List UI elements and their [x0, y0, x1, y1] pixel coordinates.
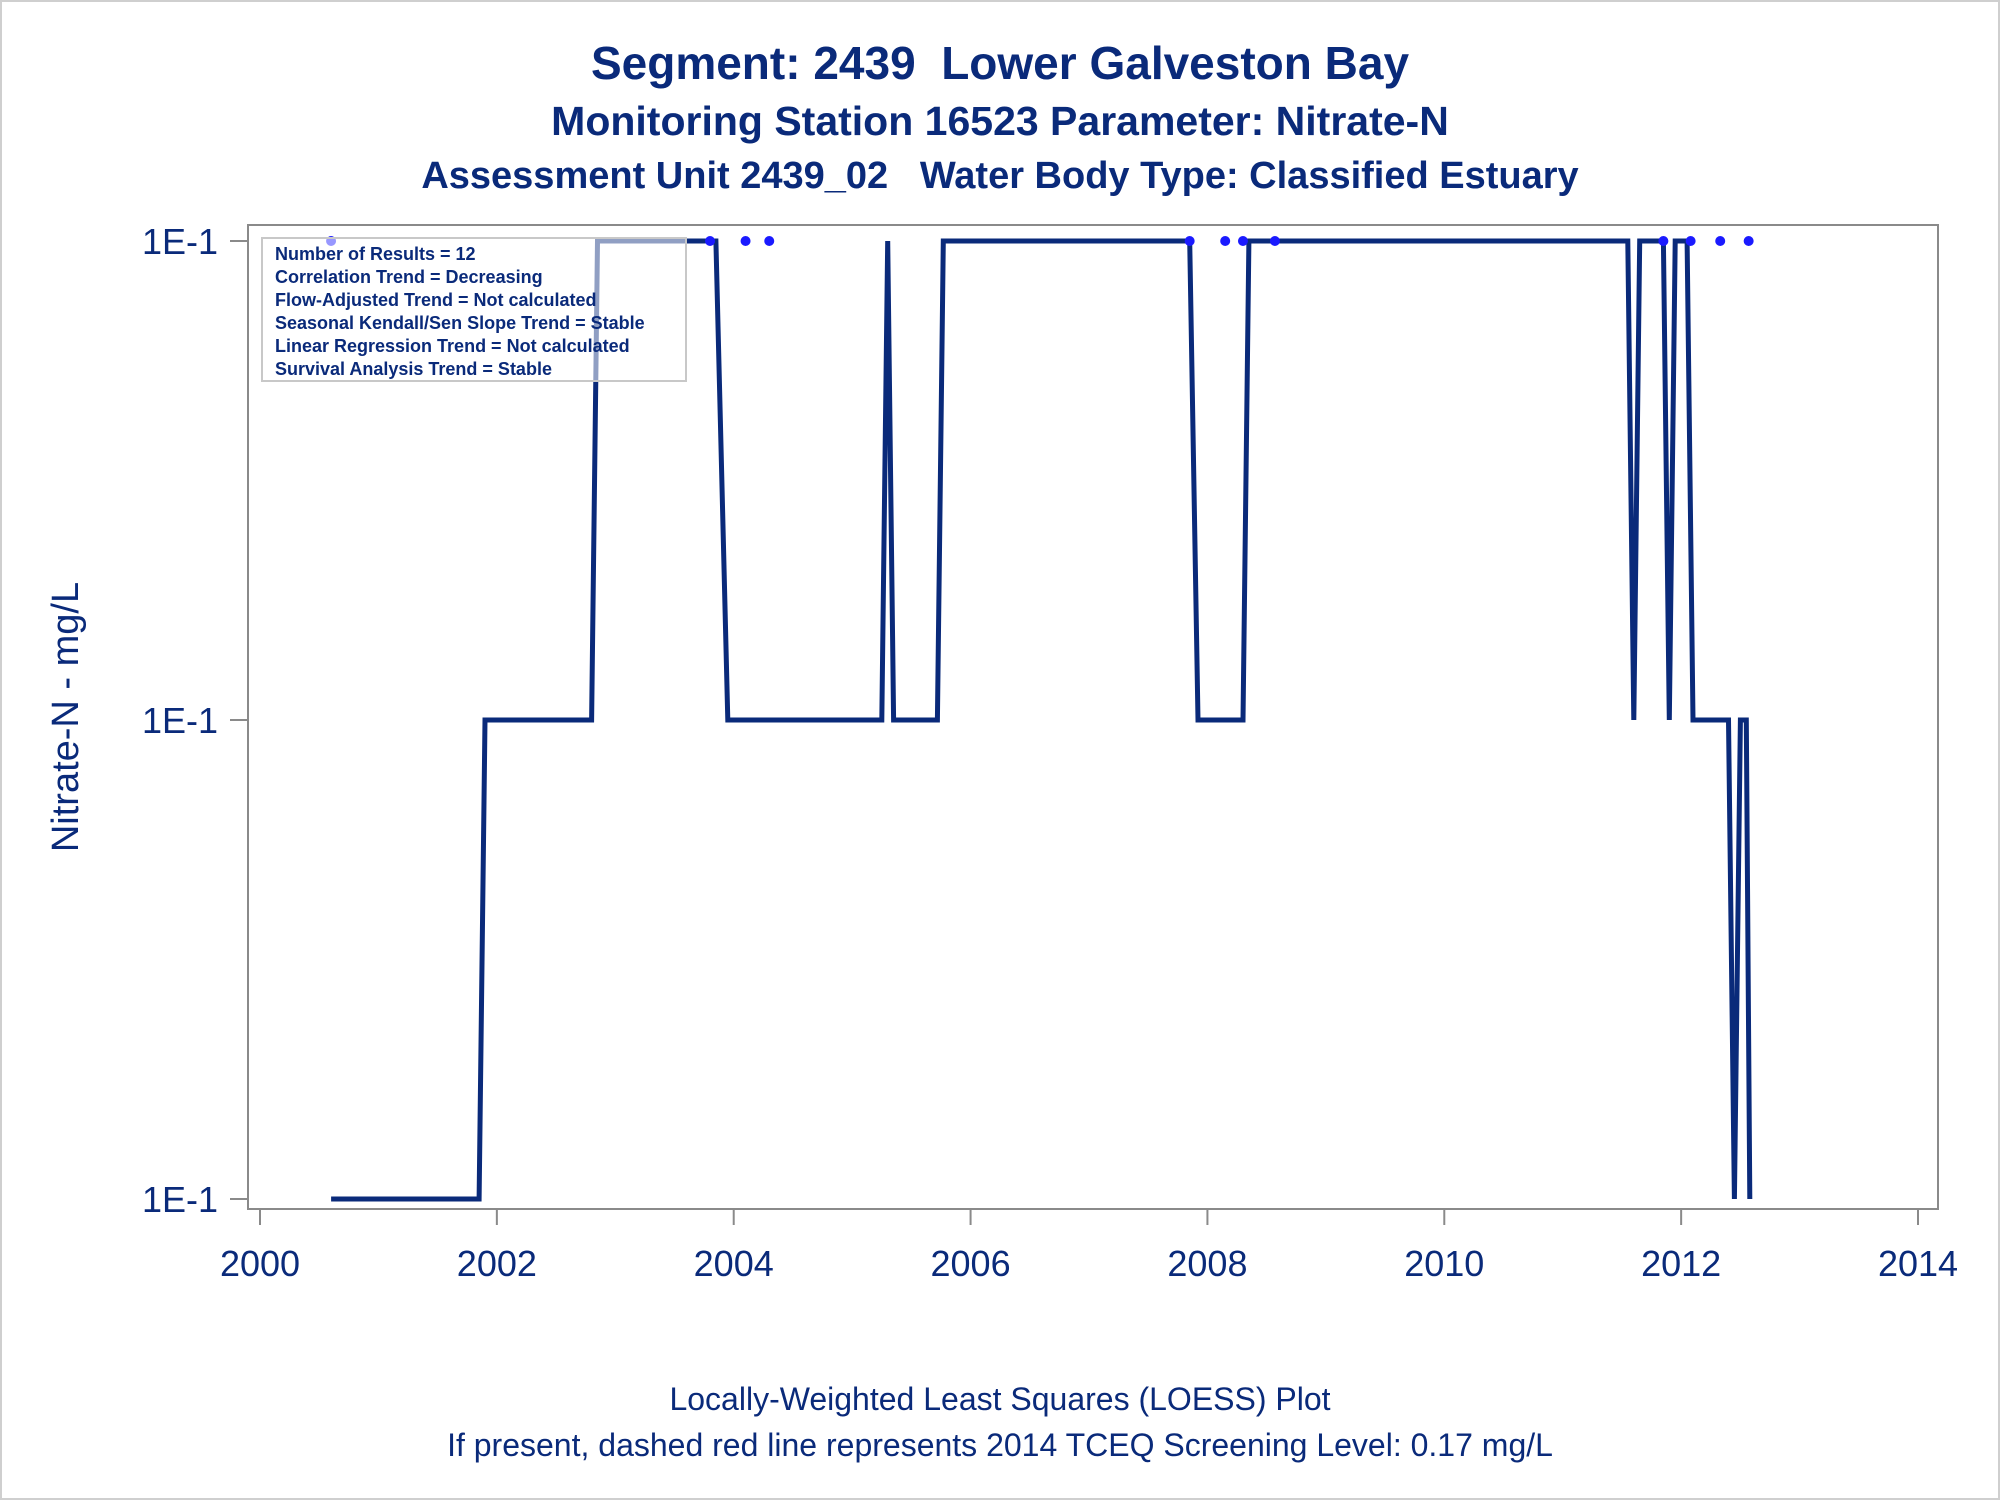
- x-axis: 2000 2002 2004 2006 2008 2010 2012 2014: [220, 1209, 1958, 1284]
- data-point: [1184, 236, 1195, 246]
- statistics-line: Correlation Trend = Decreasing: [275, 267, 543, 287]
- data-point: [1269, 236, 1280, 246]
- data-points: [326, 236, 1754, 246]
- statistics-line: Flow-Adjusted Trend = Not calculated: [275, 290, 597, 310]
- x-tick-label: 2002: [457, 1243, 537, 1284]
- loess-line: [331, 238, 1753, 1202]
- data-point: [1658, 236, 1669, 246]
- plot-area-border: [247, 224, 1939, 1210]
- chart-title: Segment: 2439 Lower Galveston Bay: [590, 37, 1410, 89]
- data-point: [764, 236, 775, 246]
- chart-subtitle-assessment: Assessment Unit 2439_02 Water Body Type:…: [421, 155, 1579, 197]
- data-point: [705, 236, 716, 246]
- statistics-line: Linear Regression Trend = Not calculated: [275, 336, 630, 356]
- statistics-box: Number of Results = 12 Correlation Trend …: [261, 237, 687, 382]
- statistics-line: Number of Results = 12: [275, 244, 476, 264]
- statistics-line: Survival Analysis Trend = Stable: [275, 359, 552, 379]
- data-point: [1220, 236, 1231, 246]
- footnote-screening-level: If present, dashed red line represents 2…: [447, 1427, 1553, 1463]
- data-point: [1743, 236, 1754, 246]
- x-tick-label: 2008: [1167, 1243, 1247, 1284]
- statistics-line: Seasonal Kendall/Sen Slope Trend = Stabl…: [275, 313, 645, 333]
- y-axis: 1E-1 1E-1 1E-1: [142, 221, 248, 1220]
- data-point: [1237, 236, 1248, 246]
- footnote-loess: Locally-Weighted Least Squares (LOESS) P…: [669, 1381, 1331, 1417]
- chart-subtitle-station: Monitoring Station 16523 Parameter: Nitr…: [551, 98, 1449, 144]
- y-tick-label: 1E-1: [142, 221, 218, 262]
- statistics-box-border: [261, 237, 687, 382]
- y-axis-label: Nitrate-N - mg/L: [45, 582, 87, 852]
- x-tick-label: 2006: [931, 1243, 1011, 1284]
- data-point: [1685, 236, 1696, 246]
- x-tick-label: 2012: [1641, 1243, 1721, 1284]
- y-tick-label: 1E-1: [142, 1179, 218, 1220]
- y-tick-label: 1E-1: [142, 700, 218, 741]
- data-point: [740, 236, 751, 246]
- x-tick-label: 2014: [1878, 1243, 1958, 1284]
- x-tick-label: 2004: [694, 1243, 774, 1284]
- x-tick-label: 2000: [220, 1243, 300, 1284]
- data-point: [1715, 236, 1726, 246]
- x-tick-label: 2010: [1404, 1243, 1484, 1284]
